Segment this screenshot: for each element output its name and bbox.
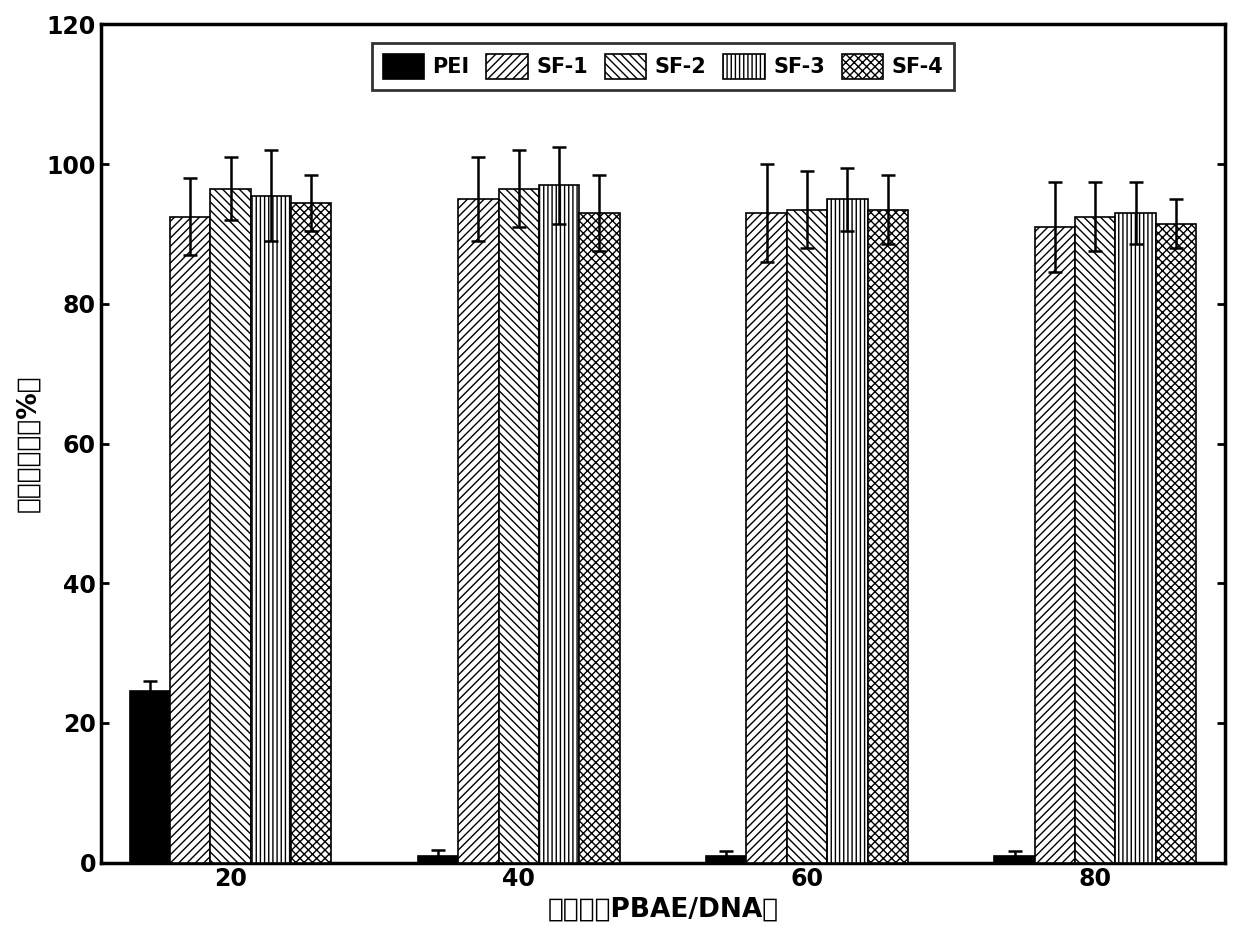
Bar: [579, 213, 620, 863]
Bar: [250, 196, 291, 863]
Y-axis label: 细胞稳定性（%）: 细胞稳定性（%）: [15, 374, 41, 512]
X-axis label: 质量比（PBAE/DNA）: 质量比（PBAE/DNA）: [547, 897, 779, 923]
Bar: [994, 855, 1034, 863]
Bar: [130, 691, 170, 863]
Bar: [498, 189, 539, 863]
Bar: [418, 855, 459, 863]
Bar: [459, 199, 498, 863]
Bar: [746, 213, 787, 863]
Bar: [539, 185, 579, 863]
Bar: [1116, 213, 1156, 863]
Bar: [170, 217, 211, 863]
Bar: [1034, 227, 1075, 863]
Bar: [787, 209, 827, 863]
Bar: [827, 199, 868, 863]
Bar: [211, 189, 250, 863]
Bar: [1156, 223, 1197, 863]
Bar: [1075, 217, 1116, 863]
Legend: PEI, SF-1, SF-2, SF-3, SF-4: PEI, SF-1, SF-2, SF-3, SF-4: [372, 43, 954, 89]
Bar: [291, 203, 331, 863]
Bar: [868, 209, 908, 863]
Bar: [706, 855, 746, 863]
